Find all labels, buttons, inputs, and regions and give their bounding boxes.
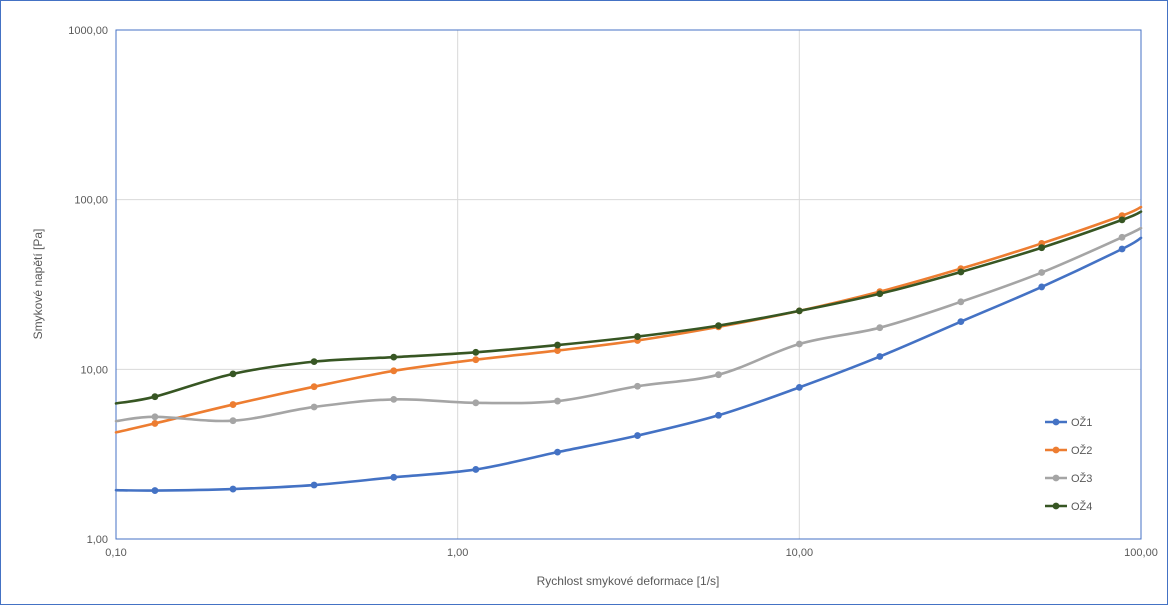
legend-item: OŽ2 — [1045, 444, 1092, 457]
data-point — [1118, 233, 1126, 241]
data-point — [472, 466, 480, 473]
data-point — [229, 417, 237, 425]
data-point — [715, 371, 722, 379]
data-point — [151, 393, 159, 401]
data-point — [1118, 245, 1126, 253]
legend-item: OŽ4 — [1045, 500, 1092, 513]
data-point — [472, 356, 480, 364]
y-tick-label: 1000,00 — [68, 25, 108, 37]
data-point — [634, 432, 641, 439]
legend: OŽ1 OŽ2 OŽ3 OŽ4 — [1045, 416, 1092, 513]
data-point — [151, 487, 159, 494]
data-point — [390, 473, 398, 481]
data-point — [634, 382, 641, 390]
data-point — [472, 399, 480, 407]
data-point — [634, 333, 641, 340]
ticks-layer: 0,10 1,00 10,00 100,001,0010,00100,001000,0… — [68, 25, 1158, 559]
x-tick-label: 1,00 — [447, 547, 468, 559]
data-point — [390, 395, 398, 403]
series-3 — [114, 226, 1143, 425]
data-point — [876, 353, 884, 360]
legend-label: OŽ2 — [1071, 444, 1092, 457]
grid-layer — [116, 30, 1141, 539]
legend-swatch-marker — [1052, 474, 1060, 482]
series-line — [114, 226, 1143, 423]
data-point — [310, 481, 318, 489]
series-line — [114, 236, 1143, 492]
legend-swatch-marker — [1052, 446, 1060, 454]
legend-item: OŽ1 — [1045, 416, 1092, 429]
data-point — [229, 401, 237, 408]
y-tick-label: 10,00 — [80, 364, 108, 376]
data-point — [310, 358, 318, 366]
data-point — [229, 370, 237, 378]
x-tick-label: 0,10 — [105, 547, 126, 559]
legend-label: OŽ3 — [1071, 472, 1092, 485]
data-point — [795, 383, 803, 391]
data-point — [1038, 283, 1046, 291]
data-point — [957, 268, 965, 276]
data-point — [1038, 269, 1046, 276]
legend-swatch-marker — [1052, 418, 1060, 426]
data-point — [715, 411, 722, 419]
series-line — [114, 210, 1143, 405]
data-point — [554, 347, 561, 354]
data-point — [1118, 216, 1126, 224]
plot-area-border — [115, 29, 1142, 540]
y-tick-label: 100,00 — [74, 195, 108, 207]
data-point — [390, 353, 398, 361]
data-point — [554, 448, 561, 456]
series-2 — [114, 205, 1143, 434]
data-point — [229, 485, 237, 493]
data-point — [554, 341, 561, 349]
data-point — [390, 367, 398, 375]
data-point — [957, 318, 965, 326]
data-point — [795, 340, 803, 348]
data-point — [554, 397, 561, 405]
data-point — [876, 290, 884, 298]
data-point — [310, 383, 318, 391]
data-point — [472, 348, 480, 356]
data-point — [151, 413, 159, 421]
y-tick-label: 1,00 — [87, 534, 108, 546]
data-point — [310, 403, 318, 411]
x-tick-label: 10,00 — [786, 547, 814, 559]
legend-swatch-marker — [1052, 502, 1060, 510]
x-tick-label: 100,00 — [1124, 547, 1158, 559]
series-1 — [114, 236, 1143, 494]
series-line — [114, 205, 1143, 434]
x-axis-title: Rychlost smykové deformace [1/s] — [537, 574, 720, 588]
data-point — [795, 307, 803, 315]
data-point — [715, 322, 722, 330]
y-axis-title: Smykové napětí [Pa] — [31, 229, 45, 340]
data-point — [957, 298, 965, 306]
data-point — [151, 420, 159, 427]
legend-label: OŽ1 — [1071, 416, 1092, 429]
series-4 — [114, 210, 1143, 405]
legend-item: OŽ3 — [1045, 472, 1092, 485]
data-point — [876, 324, 884, 332]
data-point — [1038, 244, 1046, 252]
series-layer — [114, 205, 1143, 494]
legend-label: OŽ4 — [1071, 500, 1092, 513]
